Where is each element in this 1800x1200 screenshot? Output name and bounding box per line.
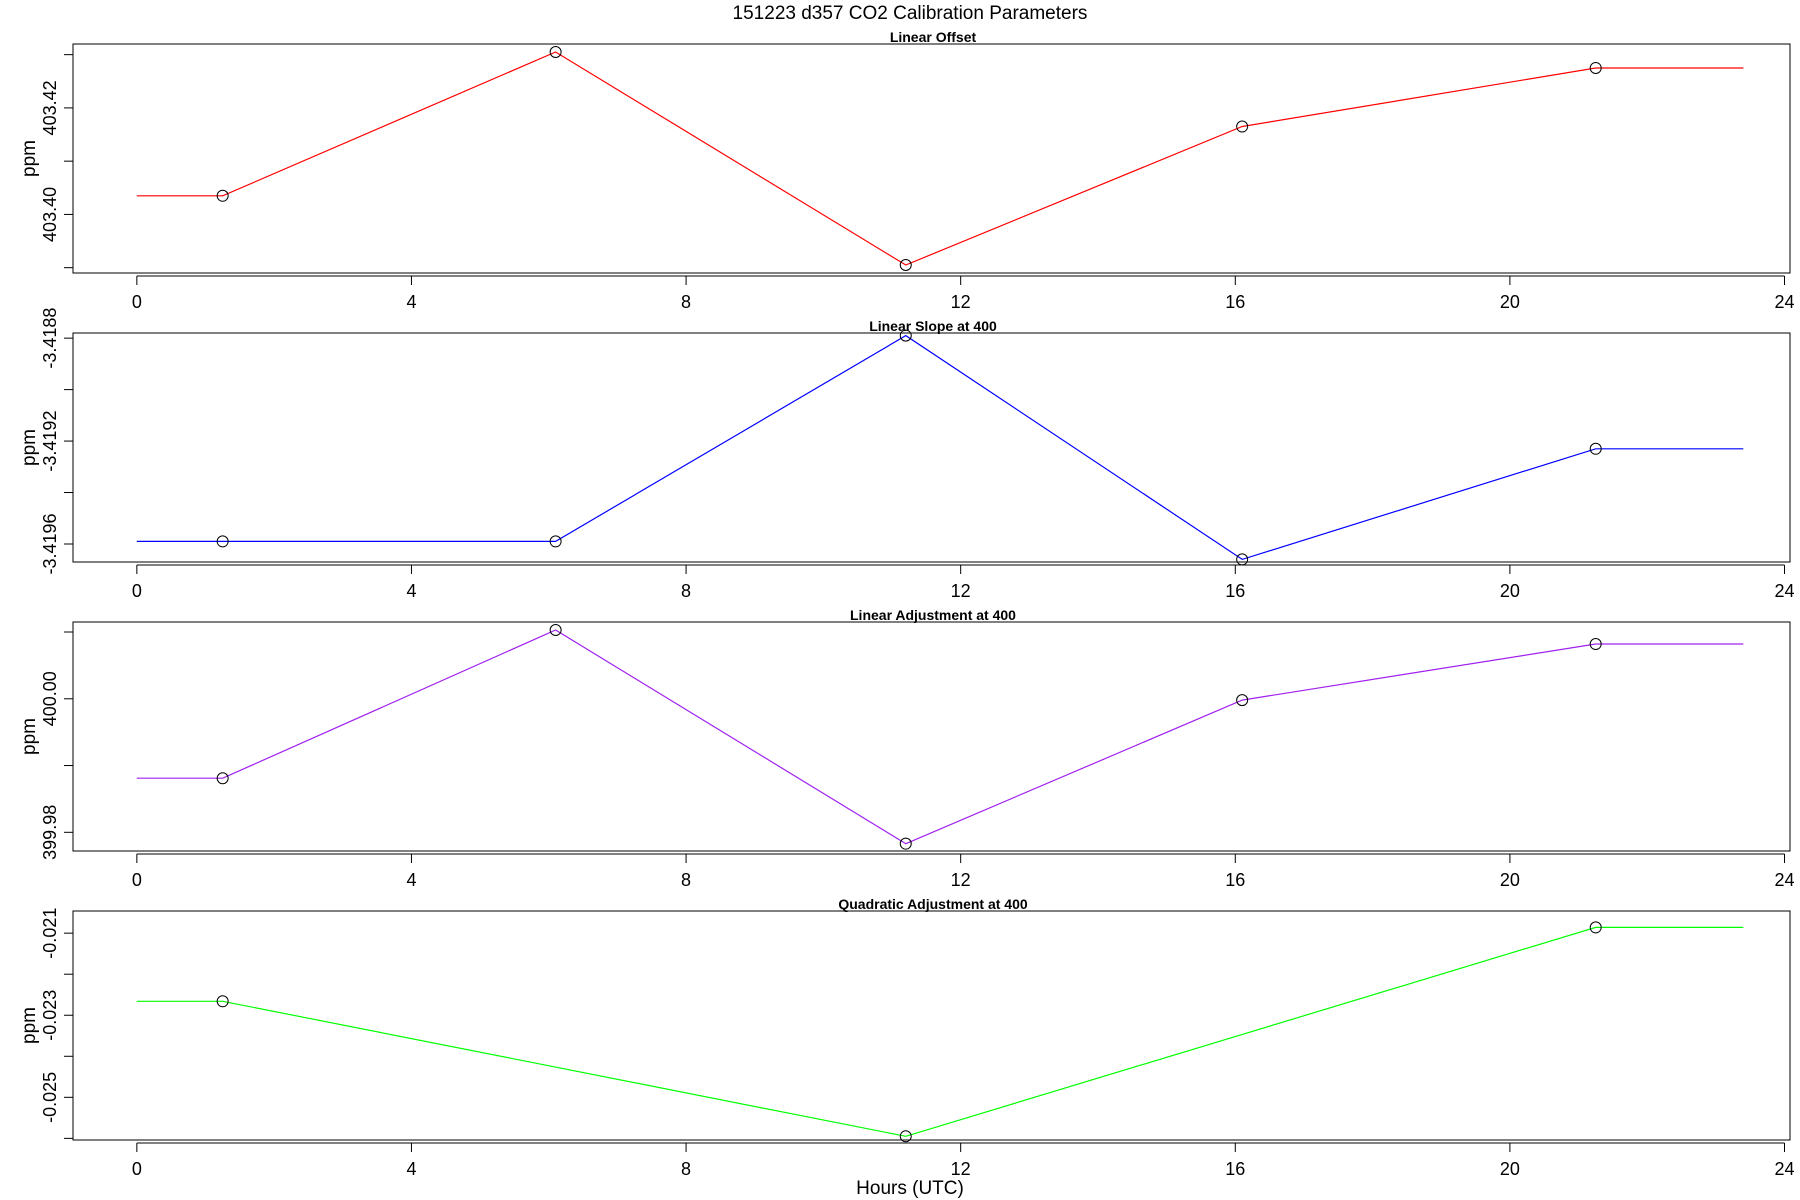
x-tick-label: 0: [132, 870, 142, 890]
y-tick-label: 400.00: [40, 671, 60, 726]
x-tick-label: 8: [681, 292, 691, 312]
data-point-marker: [216, 189, 229, 202]
panel-3: Linear Adjustment at 400 0 4 8 12 16 20 24 399.9…: [19, 607, 1795, 890]
x-tick-label: 8: [681, 1159, 691, 1179]
data-point-marker: [1589, 921, 1602, 934]
data-point-marker: [1236, 694, 1249, 707]
data-point-marker: [899, 329, 912, 342]
plot-frame: [72, 332, 1791, 563]
x-tick-label: 20: [1500, 870, 1520, 890]
x-tick-label: 12: [951, 292, 971, 312]
data-point-marker: [1236, 553, 1249, 566]
x-tick-label: 24: [1774, 581, 1794, 601]
x-tick-label: 16: [1225, 870, 1245, 890]
plot-frame: [72, 910, 1791, 1141]
panel-4: Quadratic Adjustment at 400 0 4 8 12 16 20 24 -0…: [19, 896, 1795, 1179]
series-line: [136, 334, 1744, 561]
y-tick-label: -3.4196: [40, 513, 60, 574]
figure-title: 151223 d357 CO2 Calibration Parameters: [733, 3, 1088, 24]
data-point-marker: [549, 535, 562, 548]
panel-title: Linear Adjustment at 400: [850, 607, 1016, 623]
plot-frame: [72, 621, 1791, 852]
data-point-marker: [1589, 638, 1602, 651]
x-tick-label: 12: [951, 581, 971, 601]
data-point-marker: [216, 535, 229, 548]
y-tick-label: -0.025: [40, 1072, 60, 1123]
data-point-marker: [216, 772, 229, 785]
x-tick-label: 12: [951, 1159, 971, 1179]
y-tick-label: -0.021: [40, 908, 60, 959]
data-point-marker: [1589, 61, 1602, 74]
x-tick-label: 20: [1500, 292, 1520, 312]
y-axis-label: ppm: [19, 718, 40, 755]
data-point-marker: [899, 259, 912, 272]
x-tick-label: 4: [406, 581, 416, 601]
series-line: [136, 51, 1744, 266]
y-axis-label: ppm: [19, 1007, 40, 1044]
x-tick-label: 8: [681, 870, 691, 890]
x-tick-label: 20: [1500, 1159, 1520, 1179]
panel-title: Linear Slope at 400: [869, 318, 997, 334]
x-tick-label: 0: [132, 1159, 142, 1179]
y-tick-label: 403.42: [40, 80, 60, 135]
x-tick-label: 4: [406, 1159, 416, 1179]
x-tick-label: 16: [1225, 581, 1245, 601]
y-axis-label: ppm: [19, 140, 40, 177]
x-tick-label: 24: [1774, 870, 1794, 890]
y-tick-label: -0.023: [40, 990, 60, 1041]
y-tick-label: -3.4192: [40, 411, 60, 472]
x-tick-label: 24: [1774, 1159, 1794, 1179]
x-tick-label: 0: [132, 292, 142, 312]
data-point-marker: [899, 1130, 912, 1143]
panel-title: Linear Offset: [890, 29, 977, 45]
data-point-marker: [1236, 120, 1249, 133]
y-axis-label: ppm: [19, 429, 40, 466]
x-tick-label: 12: [951, 870, 971, 890]
x-tick-label: 24: [1774, 292, 1794, 312]
series-line: [136, 926, 1744, 1137]
x-tick-label: 16: [1225, 1159, 1245, 1179]
x-tick-label: 16: [1225, 292, 1245, 312]
panel-title: Quadratic Adjustment at 400: [838, 896, 1028, 912]
data-point-marker: [549, 624, 562, 637]
data-point-marker: [216, 995, 229, 1008]
plot-frame: [72, 43, 1791, 274]
y-tick-label: 403.40: [40, 187, 60, 242]
x-tick-label: 4: [406, 870, 416, 890]
panel-2: Linear Slope at 400 0 4 8 12 16 20 24 -3.4196 -3.…: [19, 308, 1795, 601]
series-line: [136, 629, 1744, 845]
data-point-marker: [549, 45, 562, 58]
x-tick-label: 0: [132, 581, 142, 601]
x-tick-label: 8: [681, 581, 691, 601]
data-point-marker: [1589, 442, 1602, 455]
x-tick-label: 4: [406, 292, 416, 312]
y-tick-label: 399.98: [40, 805, 60, 860]
x-axis-label: Hours (UTC): [856, 1178, 964, 1199]
data-point-marker: [899, 837, 912, 850]
x-tick-label: 20: [1500, 581, 1520, 601]
y-tick-label: -3.4188: [40, 308, 60, 369]
